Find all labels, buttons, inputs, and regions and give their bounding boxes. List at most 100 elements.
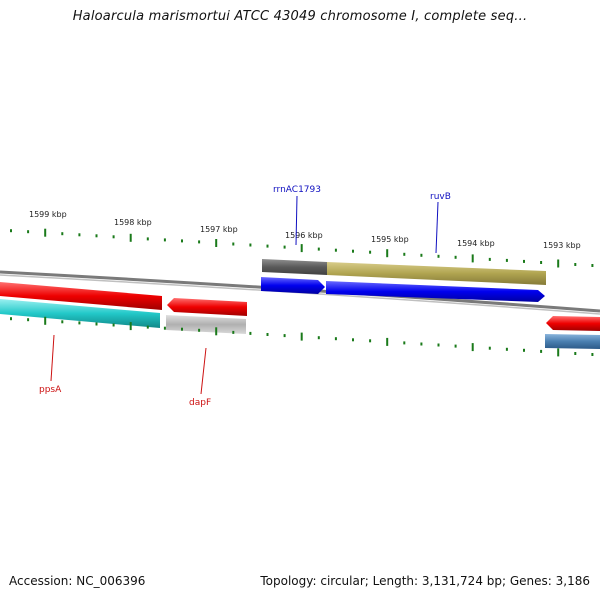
ruler-bottom-tick <box>61 320 64 324</box>
kbp-label-1595: 1595 kbp <box>371 235 409 244</box>
ruler-bottom-tick <box>112 323 115 327</box>
ruler-top-tick <box>369 250 372 254</box>
ruler-top-tick <box>283 245 286 249</box>
ruler-bottom-tick <box>437 343 440 347</box>
kbp-label-1599: 1599 kbp <box>29 210 67 219</box>
kbp-label-1593: 1593 kbp <box>543 241 581 250</box>
ruler-bottom-tick <box>129 322 132 331</box>
kbp-label-1597: 1597 kbp <box>200 225 238 234</box>
ruler-top-tick <box>181 239 183 243</box>
ruler-top-tick <box>146 237 149 241</box>
leader-ppsA <box>50 334 55 382</box>
ruler-top-tick <box>215 239 218 247</box>
gene-reverse-right[interactable] <box>546 316 600 331</box>
gene-label-ruvB[interactable]: ruvB <box>430 192 451 202</box>
ruler-bottom-tick <box>10 317 12 321</box>
ruler-top-tick <box>437 254 440 258</box>
ruler-bottom-tick <box>27 318 30 322</box>
ruler-top-tick <box>471 254 474 263</box>
map-title: Haloarcula marismortui ATCC 43049 chromo… <box>72 9 528 24</box>
ruler-bottom-tick <box>215 327 218 336</box>
ruler-top-tick <box>523 259 525 263</box>
ruler-top-tick <box>591 264 594 267</box>
ruler-bottom-tick <box>523 348 525 352</box>
ruler-top-tick <box>403 252 406 256</box>
ruler-bottom-tick <box>352 338 354 342</box>
ruler-bottom-tick <box>198 328 201 332</box>
ruler-bottom-tick <box>403 341 406 345</box>
gene-forward-2[interactable] <box>326 281 545 302</box>
gene-dapF[interactable] <box>167 298 247 316</box>
ruler-bottom-tick <box>163 326 166 330</box>
ruler-bottom-tick <box>488 346 491 350</box>
ruler-bottom-tick <box>454 344 457 348</box>
ruler-top-tick <box>44 228 47 237</box>
kbp-label-1596: 1596 kbp <box>285 231 323 240</box>
ruler-bottom-tick <box>232 330 235 334</box>
ruler-top-tick <box>129 233 132 242</box>
ruler-top-tick <box>574 263 577 266</box>
ruler-top-tick <box>78 233 81 237</box>
ruler-bottom-tick <box>369 339 372 343</box>
feature-steel[interactable] <box>545 334 600 349</box>
ruler-bottom-tick <box>266 333 269 336</box>
ruler-top-tick <box>95 234 98 238</box>
ruler-bottom-tick <box>420 342 423 346</box>
ruler-bottom-tick <box>557 348 560 357</box>
ruler-bottom-tick <box>574 352 577 355</box>
ruler-top-tick <box>540 261 543 264</box>
ruler-ticks-top <box>10 228 594 268</box>
gene-label-ppsA[interactable]: ppsA <box>39 385 62 395</box>
leader-dapF <box>200 347 207 395</box>
gene-ppsA[interactable] <box>0 282 162 310</box>
ruler-bottom-tick <box>317 336 320 340</box>
ruler-bottom-tick <box>44 316 47 325</box>
ruler-top-tick <box>198 240 201 244</box>
ruler-top-tick <box>420 253 423 257</box>
ruler-top-tick <box>505 258 508 262</box>
ruler-top-tick <box>61 232 64 236</box>
ruler-bottom-tick <box>505 347 508 351</box>
gene-forward-1[interactable] <box>261 277 325 294</box>
ruler-top-tick <box>488 257 491 261</box>
ruler-bottom-tick <box>181 327 183 331</box>
kbp-label-1598: 1598 kbp <box>114 218 152 227</box>
feature-rrnAC1793-dark[interactable] <box>262 259 327 275</box>
feature-ruvB-olive[interactable] <box>327 262 546 285</box>
ruler-bottom-tick <box>471 343 474 352</box>
ruler-top-tick <box>27 230 30 234</box>
ruler-top-tick <box>334 248 337 252</box>
ruler-bottom-tick <box>95 322 98 326</box>
ruler-top-tick <box>112 235 115 239</box>
ruler-top-tick <box>557 259 560 268</box>
ruler-top-tick <box>10 229 12 233</box>
feature-grey[interactable] <box>166 315 246 334</box>
ruler-bottom-tick <box>300 332 303 341</box>
ruler-top-tick <box>163 238 166 242</box>
gene-label-rrnAC1793[interactable]: rrnAC1793 <box>273 185 321 195</box>
ruler-ticks-bottom <box>10 316 594 357</box>
accession-label: Accession: NC_006396 <box>9 574 146 588</box>
ruler-top-tick <box>232 242 235 246</box>
ruler-top-tick <box>386 249 389 258</box>
gene-label-dapF[interactable]: dapF <box>189 398 211 408</box>
ruler-top-tick <box>300 244 303 253</box>
ruler-bottom-tick <box>78 321 81 325</box>
ruler-bottom-tick <box>591 353 594 356</box>
ruler-top-tick <box>266 244 269 248</box>
ruler-bottom-tick <box>540 349 543 353</box>
kbp-label-1594: 1594 kbp <box>457 239 495 248</box>
ruler-bottom-tick <box>146 325 149 329</box>
feature-teal[interactable] <box>0 299 160 328</box>
ruler-top-tick <box>352 249 354 253</box>
leader-rrnAC1793 <box>295 195 298 246</box>
ruler-top-tick <box>454 255 457 259</box>
ruler-bottom-tick <box>386 337 389 346</box>
ruler-bottom-tick <box>249 331 252 335</box>
ruler-bottom-tick <box>334 337 337 341</box>
ruler-top-tick <box>249 243 252 247</box>
leader-ruvB <box>435 201 439 254</box>
ruler-top-tick <box>317 247 320 251</box>
ruler-bottom-tick <box>283 334 286 338</box>
